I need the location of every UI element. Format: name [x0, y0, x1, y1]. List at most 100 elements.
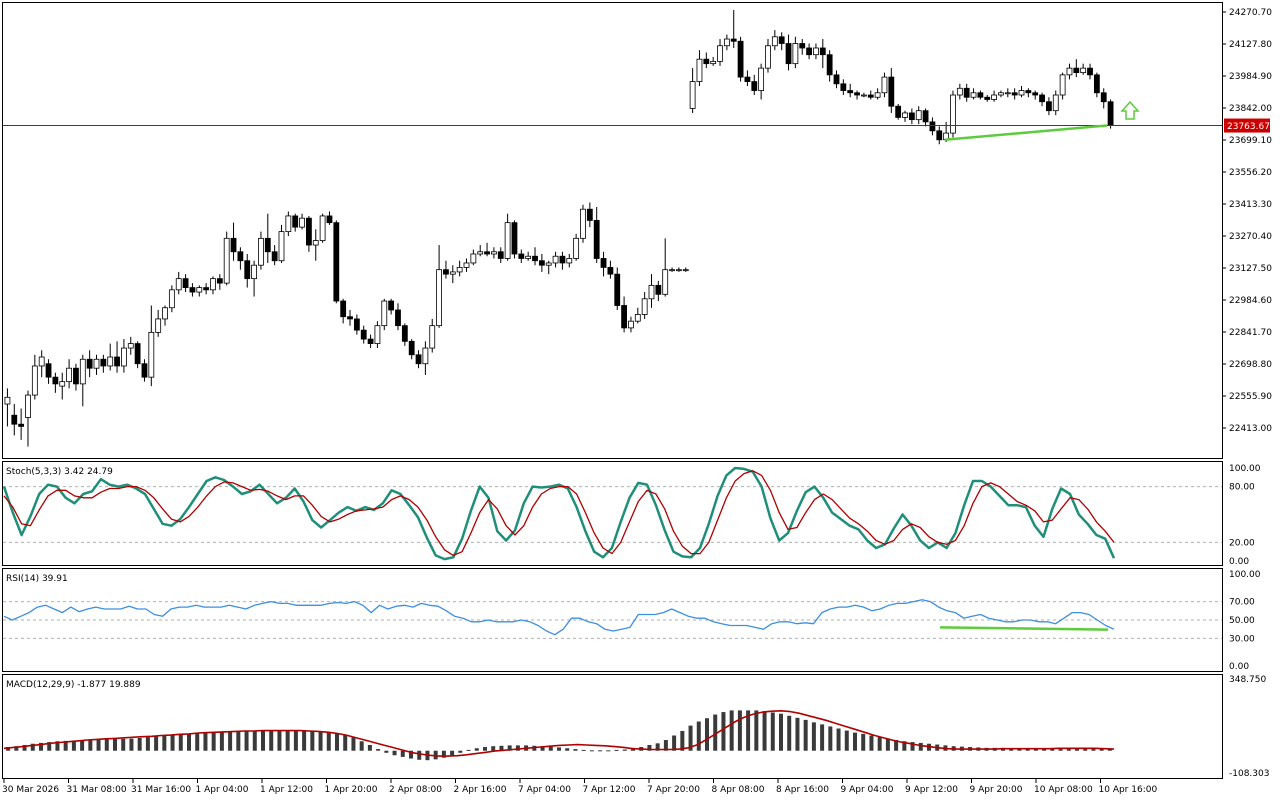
- macd-bar: [326, 732, 331, 751]
- bear-candle: [11, 414, 18, 425]
- stoch-tick-label: 0.00: [1229, 557, 1249, 567]
- macd-bar: [811, 722, 816, 751]
- macd-bar: [310, 731, 315, 751]
- price-tick-label: 24270.70: [1229, 8, 1272, 18]
- rsi-header: RSI(14) 39.91: [6, 574, 68, 584]
- bear-candle: [367, 338, 374, 344]
- bull-candle: [723, 38, 730, 47]
- bull-candle: [915, 110, 922, 121]
- bull-candle: [107, 356, 114, 367]
- bull-candle: [155, 318, 162, 333]
- bear-candle: [936, 130, 943, 141]
- price-tick-label: 22555.90: [1229, 392, 1272, 402]
- bear-candle: [655, 284, 662, 295]
- macd-bar: [803, 719, 808, 751]
- bear-candle: [408, 340, 415, 356]
- macd-bar: [137, 737, 142, 751]
- macd-bar: [376, 749, 381, 751]
- bear-candle: [586, 208, 593, 221]
- bull-candle: [504, 222, 511, 259]
- macd-bar: [565, 748, 570, 751]
- stoch-tick-label: 80.00: [1229, 483, 1255, 493]
- macd-bar: [1050, 748, 1055, 751]
- macd-bar: [540, 746, 545, 751]
- bull-candle: [381, 300, 388, 327]
- macd-bar: [335, 733, 339, 751]
- bull-candle: [956, 87, 963, 96]
- bear-candle: [189, 287, 196, 293]
- macd-bar: [392, 750, 397, 756]
- macd-bar: [491, 746, 496, 751]
- macd-bar: [219, 731, 224, 751]
- bull-candle: [676, 269, 682, 272]
- macd-bar: [688, 725, 693, 751]
- macd-bar: [1099, 748, 1104, 751]
- bear-candle: [114, 356, 120, 367]
- bull-candle: [422, 347, 429, 365]
- time-tick-label: 2 Apr 16:00: [454, 785, 507, 795]
- bull-candle: [813, 47, 819, 56]
- bull-candle: [1052, 94, 1059, 112]
- indicator-level-lines: [3, 486, 1222, 639]
- bull-candle: [641, 298, 648, 315]
- macd-bar: [104, 738, 109, 751]
- bull-candle: [196, 287, 203, 293]
- bull-candle: [710, 61, 717, 65]
- macd-bar: [409, 750, 413, 759]
- macd-bar: [1091, 748, 1096, 751]
- macd-bar: [178, 734, 183, 751]
- bear-candle: [593, 220, 600, 259]
- macd-bar: [598, 750, 603, 752]
- bear-candle: [271, 251, 278, 262]
- macd-bar: [548, 746, 553, 751]
- bull-candle: [861, 94, 867, 97]
- time-tick-label: 10 Apr 16:00: [1099, 785, 1158, 795]
- bear-candle: [1011, 92, 1018, 96]
- time-tick-label: 8 Apr 08:00: [712, 785, 765, 795]
- bear-candle: [847, 90, 854, 94]
- macd-bar: [384, 750, 389, 753]
- bear-candle: [744, 76, 751, 82]
- bear-candle: [45, 363, 52, 378]
- price-pane[interactable]: [2, 2, 1223, 459]
- bear-candle: [977, 92, 984, 98]
- macd-pane[interactable]: [2, 674, 1223, 779]
- macd-bar: [902, 741, 907, 751]
- macd-bar: [795, 717, 800, 751]
- macd-bar: [351, 737, 356, 751]
- bear-candle: [134, 343, 141, 365]
- macd-bar: [466, 749, 471, 751]
- up-arrow-shape: [1120, 100, 1140, 120]
- macd-bar: [113, 738, 117, 751]
- bull-candle: [696, 58, 703, 82]
- bear-candle: [785, 43, 792, 65]
- bull-candle: [449, 271, 456, 275]
- time-tick-label: 9 Apr 04:00: [841, 785, 894, 795]
- bull-candle: [1059, 74, 1066, 96]
- macd-bar: [367, 744, 372, 751]
- bear-candle: [395, 309, 401, 327]
- rsi-tick-label: 0.00: [1229, 662, 1249, 672]
- rsi-tick-label: 50.00: [1229, 616, 1255, 626]
- macd-bar: [187, 733, 191, 751]
- macd-bar: [129, 738, 134, 751]
- macd-header: MACD(12,29,9) -1.877 19.889: [6, 680, 141, 690]
- bear-candle: [607, 267, 614, 275]
- bull-candle: [881, 76, 888, 94]
- current-price-line: 23763.67: [3, 118, 1270, 133]
- macd-bar: [680, 730, 685, 751]
- macd-bar: [162, 735, 167, 751]
- macd-bar: [622, 749, 627, 751]
- bull-candle: [950, 94, 956, 134]
- bull-candle: [38, 356, 45, 367]
- bear-candle: [799, 43, 806, 49]
- price-tick-label: 23842.00: [1229, 104, 1272, 114]
- time-tick-label: 9 Apr 20:00: [970, 785, 1023, 795]
- bull-candle: [374, 325, 381, 344]
- macd-bar: [869, 735, 874, 751]
- bull-candle: [93, 358, 100, 369]
- macd-bar: [458, 750, 463, 753]
- price-tick-label: 23699.10: [1229, 136, 1272, 146]
